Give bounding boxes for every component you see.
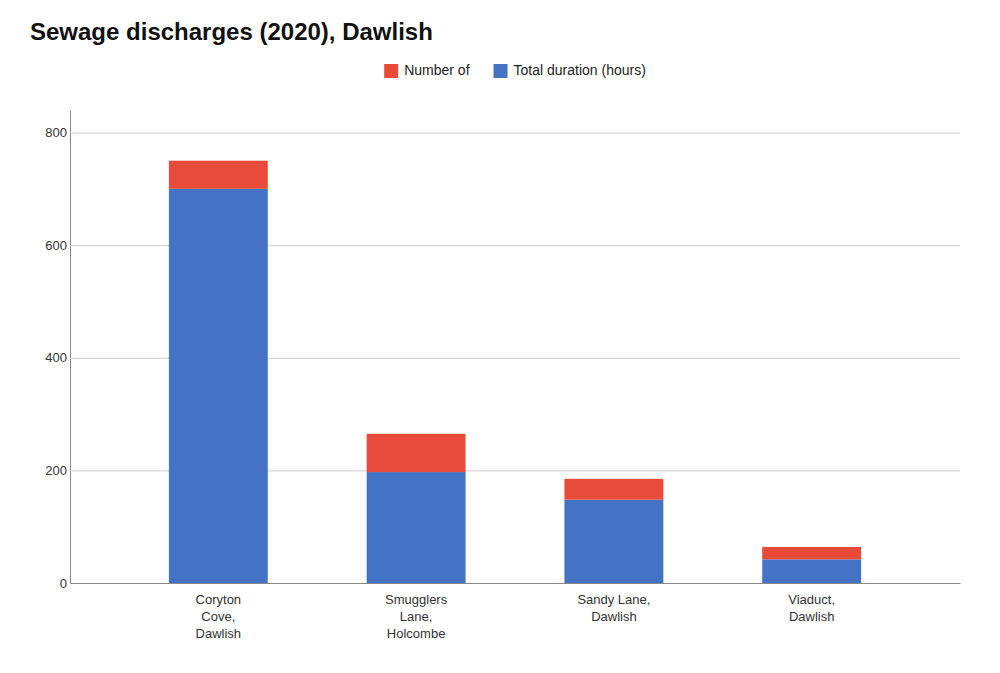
title: Sewage discharges (2020), Dawlish <box>30 18 433 45</box>
bar <box>367 472 466 583</box>
bar <box>564 500 663 583</box>
x-tick: Smugglers Lane, Holcombe <box>385 592 448 641</box>
grid-line <box>70 583 960 584</box>
bar <box>564 479 663 500</box>
grid-line <box>70 133 960 134</box>
x-tick-label-line: Dawlish <box>789 609 835 624</box>
x-tick-label-line: Holcombe <box>387 626 446 641</box>
y-tick-label: 0 <box>60 576 67 591</box>
bar <box>169 161 268 189</box>
x-tick: Coryton Cove, Dawlish <box>196 592 242 641</box>
x-tick-label-line: Lane, <box>400 609 433 624</box>
bar <box>367 434 466 472</box>
x-tick-label-line: Sandy Lane, <box>577 592 650 607</box>
x-tick-label-line: Smugglers <box>385 592 448 607</box>
x-tick-label-line: Dawlish <box>196 626 242 641</box>
legend-swatch <box>494 64 508 78</box>
y-tick-label: 800 <box>45 125 67 140</box>
legend-item: Number of <box>384 62 469 78</box>
x-tick-label: Coryton Cove, Dawlish <box>196 592 242 641</box>
x-tick-label: Sandy Lane, Dawlish <box>577 592 650 624</box>
legend: Number of Total duration (hours) <box>384 62 646 78</box>
legend-label: Number of <box>404 62 469 78</box>
legend-label: Total duration (hours) <box>514 62 646 78</box>
x-tick-label-line: Coryton <box>196 592 242 607</box>
series <box>169 161 861 560</box>
plot: 0 200 400 600 800 Coryton Cove, Dawlish Smuggler… <box>45 111 960 642</box>
series <box>169 189 861 583</box>
x-tick-label-line: Cove, <box>201 609 235 624</box>
x-tick-label-line: Dawlish <box>591 609 637 624</box>
x-tick-label: Smugglers Lane, Holcombe <box>385 592 448 641</box>
bar <box>169 189 268 583</box>
y-axis: 0 200 400 600 800 <box>45 111 960 591</box>
y-tick-label: 200 <box>45 463 67 478</box>
x-tick: Viaduct, Dawlish <box>788 592 835 624</box>
bar <box>762 559 861 583</box>
y-tick: 800 <box>45 125 960 140</box>
x-axis-line <box>71 583 961 584</box>
y-tick-label: 400 <box>45 350 67 365</box>
x-tick-label-line: Viaduct, <box>788 592 835 607</box>
y-tick-label: 600 <box>45 238 67 253</box>
x-tick: Sandy Lane, Dawlish <box>577 592 650 624</box>
legend-swatch <box>384 64 398 78</box>
legend-item: Total duration (hours) <box>494 62 646 78</box>
bars <box>169 161 861 583</box>
bar <box>762 547 861 559</box>
chart: Sewage discharges (2020), Dawlish 0 200 400… <box>0 0 1000 673</box>
y-axis-line <box>70 111 71 584</box>
x-tick-label: Viaduct, Dawlish <box>788 592 835 624</box>
x-axis: Coryton Cove, Dawlish Smugglers Lane, Holcomb… <box>71 584 961 642</box>
